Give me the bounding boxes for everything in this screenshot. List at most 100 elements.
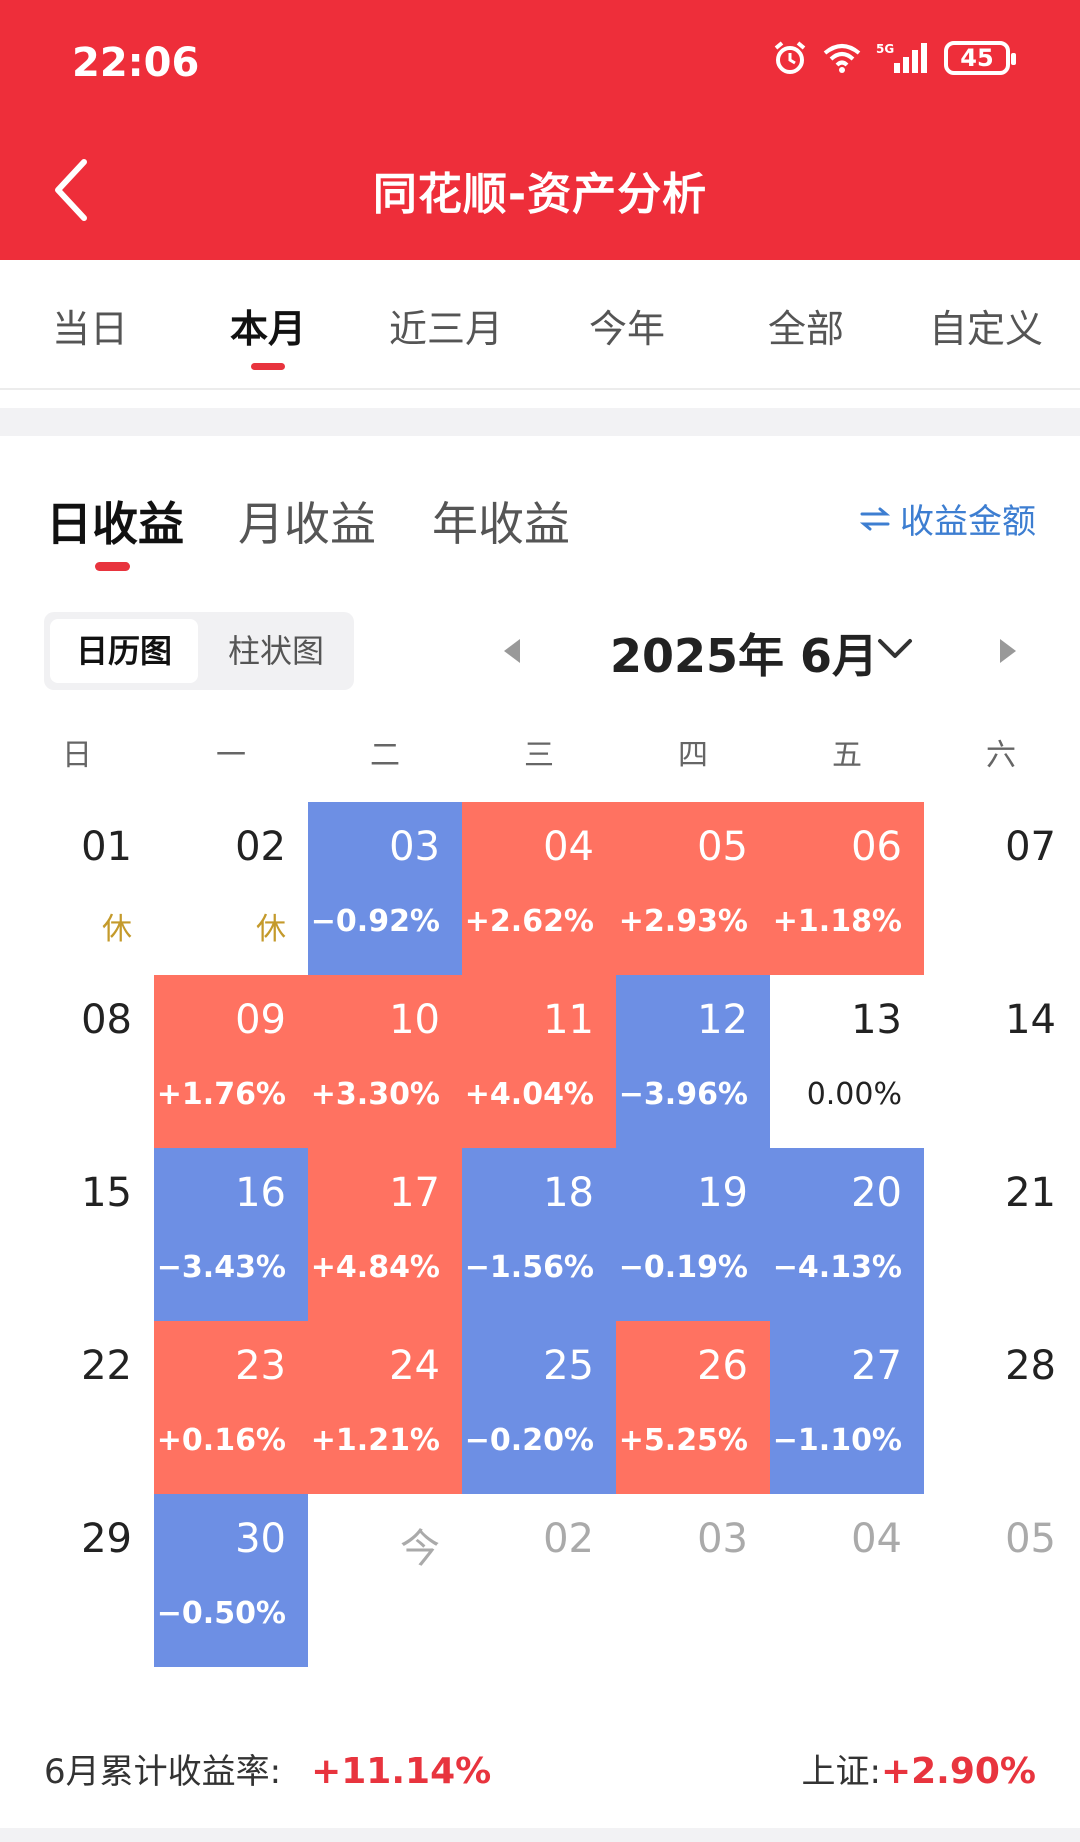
calendar-day-cell[interactable]: 11 +4.04% <box>462 975 616 1148</box>
calendar-day-cell[interactable]: 03 −0.92% <box>308 802 462 975</box>
weekday-label: 一 <box>216 738 246 773</box>
day-return-value: −4.13% <box>772 1250 902 1285</box>
day-number: 25 <box>543 1343 594 1389</box>
day-number: 15 <box>81 1170 132 1216</box>
calendar-day-cell: 29 <box>0 1494 154 1667</box>
day-number: 10 <box>389 997 440 1043</box>
tab-three-months[interactable]: 近三月 <box>388 307 503 351</box>
day-number: 19 <box>697 1170 748 1216</box>
day-number: 24 <box>389 1343 440 1389</box>
day-number: 18 <box>543 1170 594 1216</box>
tab-custom[interactable]: 自定义 <box>928 307 1043 351</box>
bottom-divider <box>0 1828 1080 1842</box>
day-number: 12 <box>697 997 748 1043</box>
alarm-icon <box>774 41 806 74</box>
calendar-day-cell[interactable]: 12 −3.96% <box>616 975 770 1148</box>
calendar-day-cell[interactable]: 17 +4.84% <box>308 1148 462 1321</box>
calendar-day-cell: 今 <box>308 1494 462 1667</box>
app-header: 22:06 5G 45 同花顺-资产分析 <box>0 0 1080 260</box>
tab-this-month[interactable]: 本月 <box>229 307 306 351</box>
day-number: 08 <box>81 997 132 1043</box>
calendar-day-cell[interactable]: 30 −0.50% <box>154 1494 308 1667</box>
day-number: 03 <box>697 1516 748 1562</box>
status-icons: 5G 45 <box>772 40 1016 76</box>
calendar-day-cell: 04 <box>770 1494 924 1667</box>
day-number: 09 <box>235 997 286 1043</box>
next-month-icon[interactable] <box>996 636 1020 666</box>
day-number: 20 <box>851 1170 902 1216</box>
weekday-label: 日 <box>62 738 92 773</box>
calendar-day-cell[interactable]: 25 −0.20% <box>462 1321 616 1494</box>
day-number: 03 <box>389 824 440 870</box>
day-number: 23 <box>235 1343 286 1389</box>
calendar-day-cell: 28 <box>924 1321 1078 1494</box>
weekday-label: 二 <box>370 738 400 773</box>
tab-monthly-return[interactable]: 月收益 <box>238 497 376 551</box>
day-return-value: +1.21% <box>310 1423 440 1458</box>
calendar-view-button[interactable]: 日历图 <box>50 619 198 683</box>
active-tab-indicator <box>251 363 285 370</box>
calendar-day-cell[interactable]: 05 +2.93% <box>616 802 770 975</box>
tab-all[interactable]: 全部 <box>767 307 844 351</box>
calendar-day-cell: 02 休 <box>154 802 308 975</box>
day-number: 21 <box>1005 1170 1056 1216</box>
day-return-value: −3.43% <box>156 1250 286 1285</box>
index-summary: 上证:+2.90% <box>801 1744 1036 1793</box>
day-number: 04 <box>543 824 594 870</box>
calendar-day-cell: 14 <box>924 975 1078 1148</box>
bar-view-button[interactable]: 柱状图 <box>227 632 324 670</box>
index-value: +2.90% <box>880 1751 1036 1792</box>
section-divider <box>0 408 1080 436</box>
tab-yearly-return[interactable]: 年收益 <box>432 497 570 551</box>
calendar-day-cell[interactable]: 26 +5.25% <box>616 1321 770 1494</box>
day-number: 05 <box>1005 1516 1056 1562</box>
day-return-value: +0.16% <box>156 1423 286 1458</box>
day-number: 11 <box>543 997 594 1043</box>
calendar-day-cell[interactable]: 13 0.00% <box>770 975 924 1148</box>
tab-today[interactable]: 当日 <box>51 307 128 351</box>
tab-this-year[interactable]: 今年 <box>588 307 665 351</box>
calendar-day-cell[interactable]: 10 +3.30% <box>308 975 462 1148</box>
day-number: 13 <box>851 997 902 1043</box>
calendar-day-cell[interactable]: 23 +0.16% <box>154 1321 308 1494</box>
day-number: 16 <box>235 1170 286 1216</box>
weekday-label: 四 <box>678 738 708 773</box>
switch-amount-button[interactable]: 收益金额 <box>860 494 1036 543</box>
calendar-day-cell: 08 <box>0 975 154 1148</box>
day-return-value: +4.84% <box>310 1250 440 1285</box>
day-number: 02 <box>235 824 286 870</box>
day-number: 28 <box>1005 1343 1056 1389</box>
calendar-day-cell[interactable]: 09 +1.76% <box>154 975 308 1148</box>
calendar-day-cell[interactable]: 16 −3.43% <box>154 1148 308 1321</box>
day-number: 07 <box>1005 824 1056 870</box>
day-number: 29 <box>81 1516 132 1562</box>
day-return-value: 0.00% <box>806 1077 902 1112</box>
swap-icon <box>860 507 890 530</box>
holiday-label: 休 <box>256 912 286 947</box>
tab-daily-return[interactable]: 日收益 <box>46 497 184 551</box>
calendar-day-cell[interactable]: 18 −1.56% <box>462 1148 616 1321</box>
calendar-day-cell: 15 <box>0 1148 154 1321</box>
calendar-day-cell[interactable]: 20 −4.13% <box>770 1148 924 1321</box>
calendar-day-cell[interactable]: 06 +1.18% <box>770 802 924 975</box>
calendar-day-cell: 01 休 <box>0 802 154 975</box>
back-button[interactable] <box>44 150 104 230</box>
page-title: 同花顺-资产分析 <box>372 169 708 220</box>
day-return-value: +1.76% <box>156 1077 286 1112</box>
weekday-label: 三 <box>524 738 554 773</box>
return-tab-indicator <box>95 562 130 571</box>
day-return-value: −0.50% <box>156 1596 286 1631</box>
prev-month-icon[interactable] <box>500 636 524 666</box>
index-label: 上证: <box>801 1752 881 1792</box>
battery-indicator: 45 <box>944 41 1016 75</box>
calendar-day-cell[interactable]: 27 −1.10% <box>770 1321 924 1494</box>
calendar-day-cell[interactable]: 19 −0.19% <box>616 1148 770 1321</box>
chevron-down-icon[interactable] <box>876 636 914 662</box>
day-return-value: −3.96% <box>618 1077 748 1112</box>
month-label[interactable]: 2025年 6月 <box>610 629 879 683</box>
day-return-value: −0.19% <box>618 1250 748 1285</box>
calendar-day-cell[interactable]: 24 +1.21% <box>308 1321 462 1494</box>
day-return-value: +3.30% <box>310 1077 440 1112</box>
monthly-return-value: +11.14% <box>311 1751 492 1792</box>
calendar-day-cell[interactable]: 04 +2.62% <box>462 802 616 975</box>
